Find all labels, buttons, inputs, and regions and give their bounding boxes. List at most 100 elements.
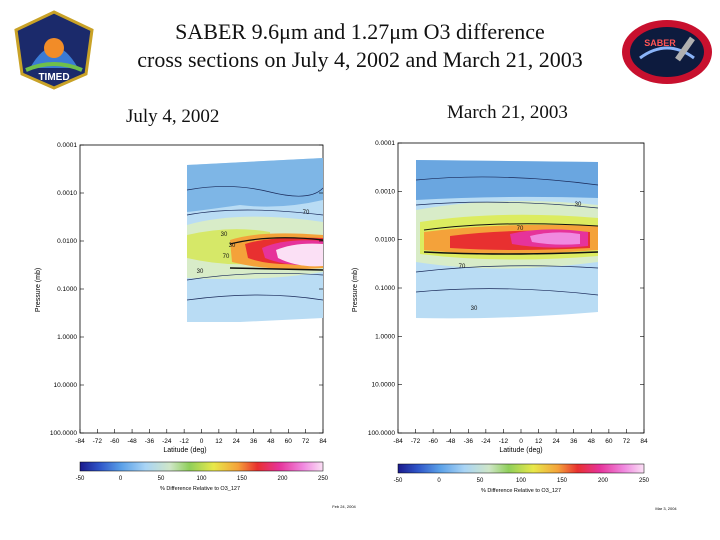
x-tick-label: 36 <box>570 438 578 445</box>
colorbar-tick-label: 150 <box>557 478 568 484</box>
x-tick-label: -12 <box>179 438 189 445</box>
chart-1-field-pink-core <box>276 243 323 267</box>
chart-2-contour-line-5 <box>423 251 599 255</box>
chart-1-y-axis-label: Pressure (mb) <box>35 268 42 312</box>
chart-1-x-ticks: -84 -72 -60 -48 -36 -24 -12 0 12 24 36 48 60 72 84 <box>75 429 327 445</box>
y-tick-label: 0.0001 <box>375 140 395 147</box>
chart-2-colorbar-ticks: -50 0 50 100 150 200 250 <box>394 478 650 484</box>
contour-label: 30 <box>229 243 236 249</box>
colorbar-tick-label: 0 <box>437 478 441 484</box>
colorbar-tick-label: 150 <box>237 476 248 482</box>
chart-2-field <box>415 160 599 319</box>
y-tick-label: 0.0100 <box>375 237 395 244</box>
x-tick-label: -72 <box>93 438 103 445</box>
title-line-1: SABER 9.6μm and 1.27μm O3 difference <box>175 19 545 44</box>
x-tick-label: 36 <box>250 438 258 445</box>
chart-1-contour-line-1 <box>186 186 324 197</box>
y-tick-label: 1.0000 <box>375 333 395 340</box>
x-tick-label: 84 <box>319 438 327 445</box>
chart-1-y-ticks: 0.0001 0.0010 0.0100 0.1000 1.0000 10.0000 100… <box>50 142 323 437</box>
colorbar-tick-label: -50 <box>76 476 85 482</box>
chart-1-contour-line-3 <box>186 272 324 281</box>
y-tick-label: 0.0010 <box>57 190 77 197</box>
colorbar-tick-label: 0 <box>119 476 123 482</box>
chart-1-footnote: Feb 24, 2004 <box>332 504 356 509</box>
x-tick-label: 12 <box>535 438 543 445</box>
chart-1-contour-line-2 <box>186 209 324 216</box>
x-tick-label: 48 <box>267 438 275 445</box>
x-tick-label: -12 <box>499 438 509 445</box>
chart-1-colorbar-label: % Difference Relative to O3_127 <box>160 486 240 492</box>
y-tick-label: 100.0000 <box>368 430 395 437</box>
colorbar-tick-label: 200 <box>598 478 609 484</box>
x-tick-label: 24 <box>233 438 241 445</box>
x-tick-label: -48 <box>446 438 456 445</box>
contour-label: 30 <box>471 306 478 312</box>
x-tick-label: -48 <box>127 438 137 445</box>
colorbar-tick-label: 50 <box>477 478 484 484</box>
chart-2-contour-line-6 <box>423 223 599 231</box>
x-tick-label: -72 <box>411 438 421 445</box>
x-tick-label: -24 <box>481 438 491 445</box>
timed-logo: TIMED <box>14 10 94 90</box>
chart-2-contour-line-4 <box>415 288 599 296</box>
chart-1-colorbar-ticks: -50 0 50 100 150 200 250 <box>76 476 329 482</box>
x-tick-label: 72 <box>302 438 310 445</box>
chart-2-contour-line-2 <box>415 201 599 209</box>
contour-label: 30 <box>197 269 204 275</box>
chart-1-x-axis-label: Latitude (deg) <box>163 447 206 454</box>
x-tick-label: 60 <box>285 438 293 445</box>
x-tick-label: 72 <box>623 438 631 445</box>
x-tick-label: 48 <box>588 438 596 445</box>
x-tick-label: 24 <box>553 438 561 445</box>
x-tick-label: 60 <box>605 438 613 445</box>
chart-2-field-pink-core <box>530 232 580 245</box>
x-tick-label: -36 <box>464 438 474 445</box>
chart-2-colorbar-label: % Difference Relative to O3_127 <box>481 488 561 494</box>
chart-2-y-ticks: 0.0001 0.0010 0.0100 0.1000 1.0000 10.0000 100… <box>368 140 644 437</box>
colorbar-tick-label: 250 <box>318 476 329 482</box>
chart-2-x-axis-label: Latitude (deg) <box>499 447 542 454</box>
contour-label: 30 <box>221 232 228 238</box>
chart-2-x-ticks: -84 -72 -60 -48 -36 -24 -12 0 12 24 36 48 60 72 84 <box>393 429 648 445</box>
x-tick-label: -84 <box>75 438 85 445</box>
colorbar-tick-label: -50 <box>394 478 403 484</box>
chart-1-field <box>186 158 324 322</box>
chart-2-contour-line-3 <box>415 265 599 273</box>
y-tick-label: 10.0000 <box>54 382 78 389</box>
saber-logo-text: SABER <box>644 38 676 48</box>
y-tick-label: 1.0000 <box>57 334 77 341</box>
y-tick-label: 0.0010 <box>375 188 395 195</box>
x-tick-label: 0 <box>519 438 523 445</box>
chart-2-contour-line-1 <box>415 176 599 186</box>
contour-label: 30 <box>575 202 582 208</box>
x-tick-label: 12 <box>215 438 223 445</box>
slide-title: SABER 9.6μm and 1.27μm O3 difference cro… <box>80 18 640 74</box>
y-tick-label: 0.1000 <box>57 286 77 293</box>
chart-1-colorbar <box>79 461 324 472</box>
colorbar-tick-label: 200 <box>277 476 288 482</box>
y-tick-label: 0.1000 <box>375 285 395 292</box>
x-tick-label: -24 <box>162 438 172 445</box>
chart-2-contour-labels: 30 70 70 30 <box>459 202 582 312</box>
timed-logo-text: TIMED <box>38 72 69 83</box>
colorbar-tick-label: 100 <box>196 476 207 482</box>
contour-label: 70 <box>223 254 230 260</box>
x-tick-label: 0 <box>200 438 204 445</box>
chart-2-heading: March 21, 2003 <box>447 102 568 123</box>
colorbar-tick-label: 250 <box>639 478 650 484</box>
title-line-2: cross sections on July 4, 2002 and March… <box>137 47 583 72</box>
x-tick-label: -60 <box>110 438 120 445</box>
chart-2-colorbar <box>397 463 645 474</box>
chart-2-y-axis-label: Pressure (mb) <box>352 268 359 312</box>
contour-label: 70 <box>459 264 466 270</box>
chart-2-field-upper-blue <box>416 160 598 200</box>
colorbar-tick-label: 50 <box>158 476 165 482</box>
y-tick-label: 0.0100 <box>57 238 77 245</box>
x-tick-label: -60 <box>428 438 438 445</box>
contour-label: 70 <box>303 210 310 216</box>
chart-1-field-upper-blue <box>187 158 323 212</box>
y-tick-label: 100.0000 <box>50 430 77 437</box>
